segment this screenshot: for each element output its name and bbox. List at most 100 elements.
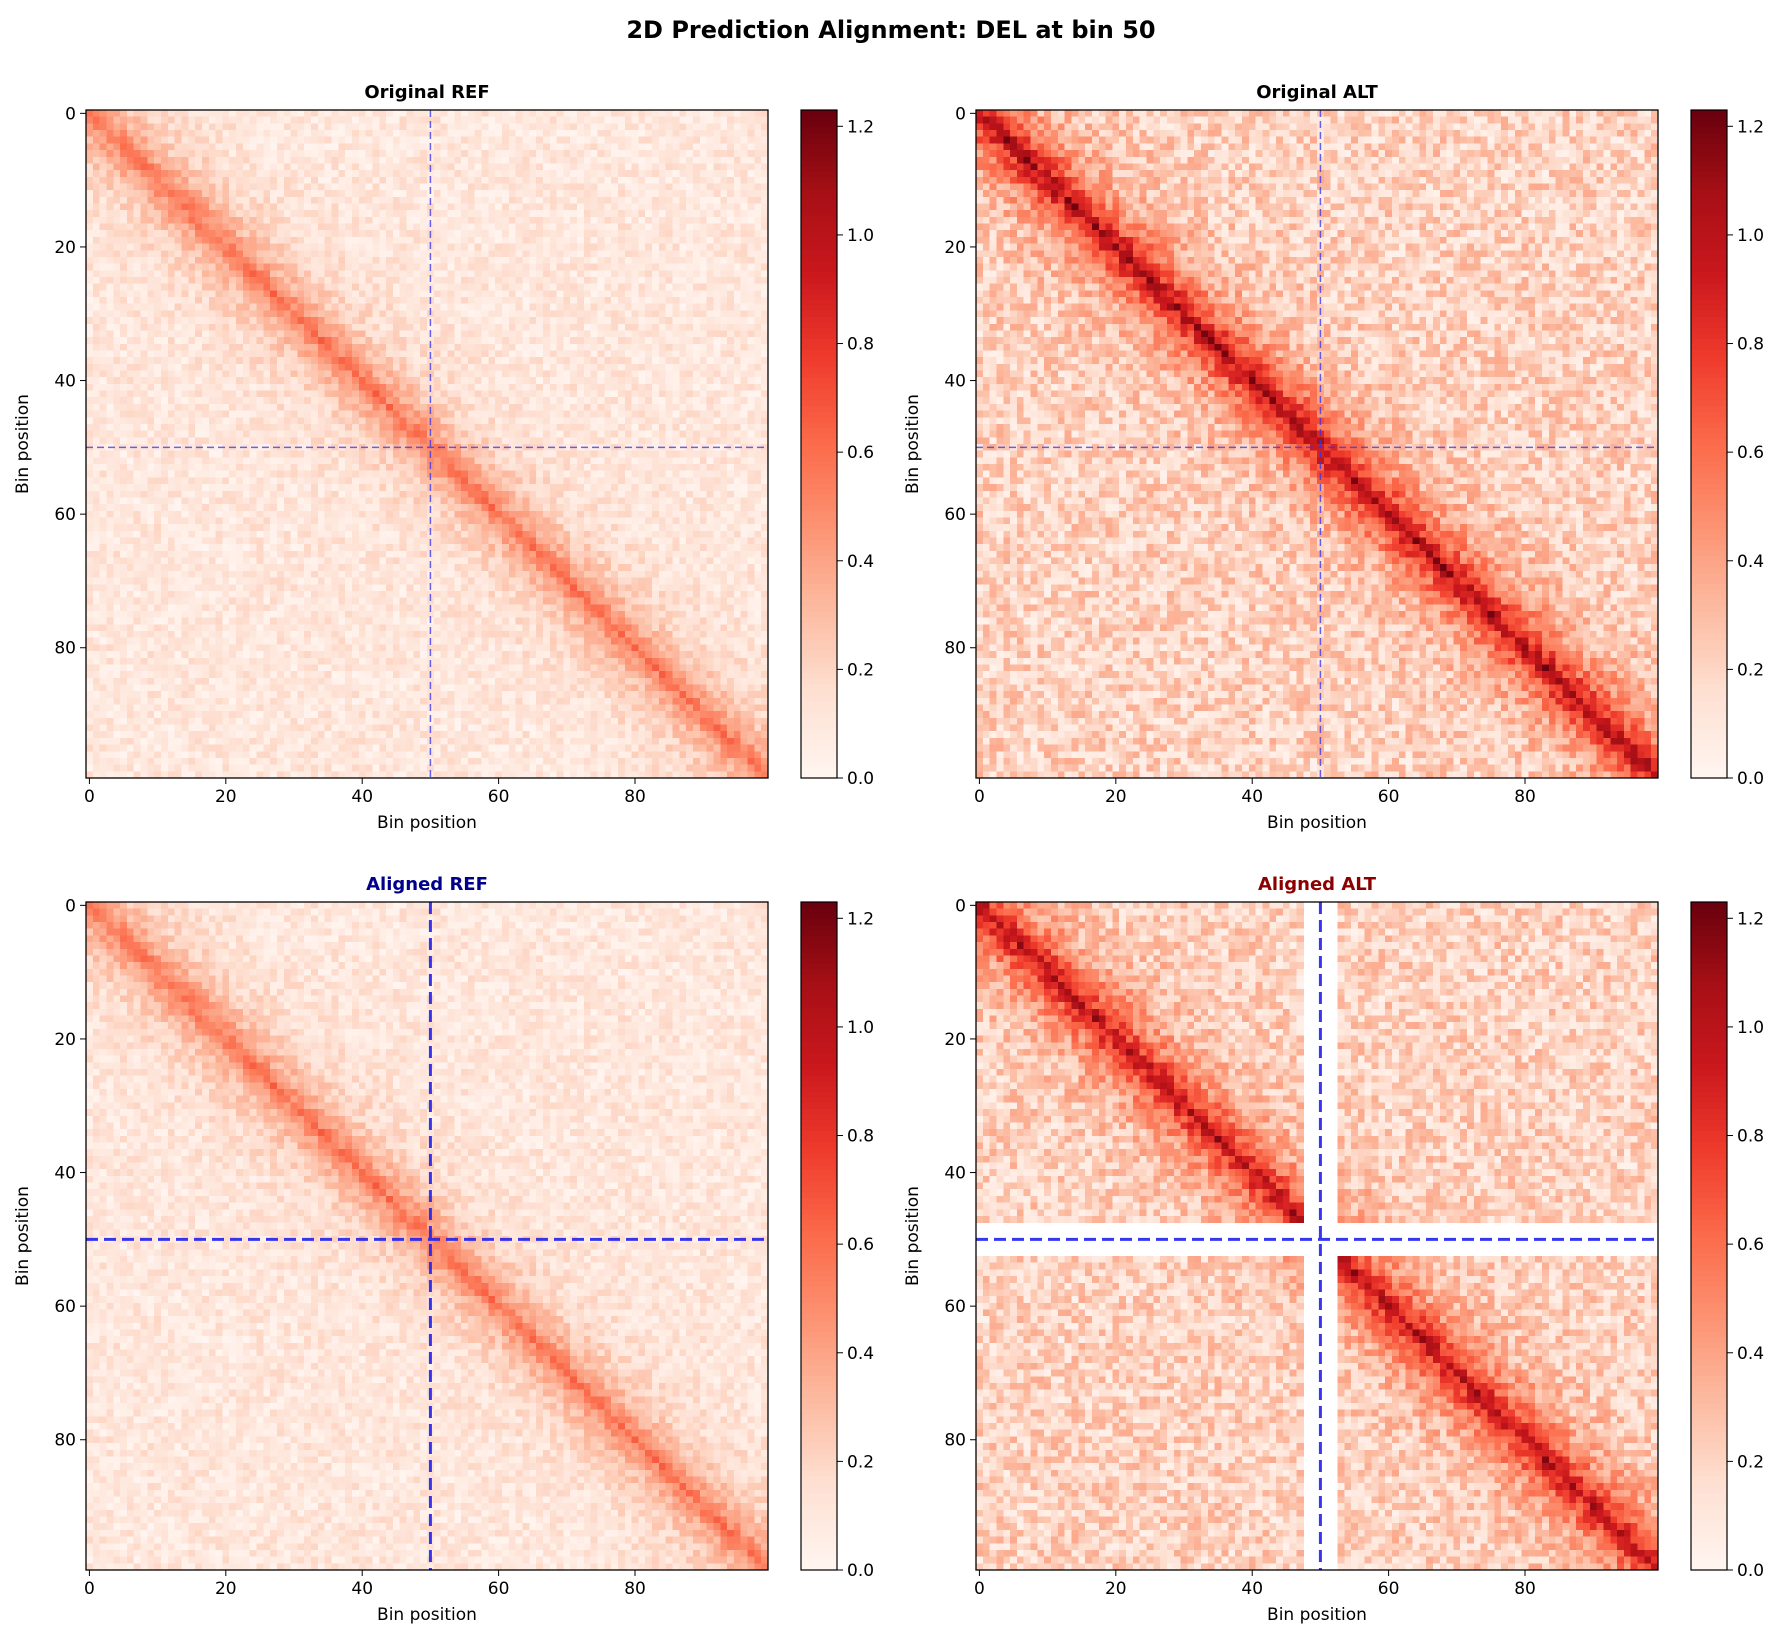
heatmap-cell xyxy=(290,156,299,165)
heatmap-cell xyxy=(536,350,544,358)
heatmap-cell xyxy=(611,176,619,185)
heatmap-cell xyxy=(481,297,489,305)
heatmap-cell xyxy=(590,183,599,191)
heatmap-cell xyxy=(120,156,128,165)
heatmap-cell xyxy=(665,216,674,225)
heatmap-cell xyxy=(713,163,721,171)
heatmap-cell xyxy=(679,110,687,118)
heatmap-cell xyxy=(692,423,701,432)
heatmap-cell xyxy=(181,363,189,372)
heatmap-cell xyxy=(263,230,271,238)
heatmap-cell xyxy=(379,223,387,231)
heatmap-cell xyxy=(692,136,701,144)
heatmap-cell xyxy=(256,370,264,378)
heatmap-cell xyxy=(747,377,755,385)
heatmap-cell xyxy=(529,150,537,158)
heatmap-cell xyxy=(92,363,101,372)
heatmap-cell xyxy=(208,283,217,291)
heatmap-cell xyxy=(242,203,251,211)
heatmap-cell xyxy=(86,256,94,265)
heatmap-cell xyxy=(427,303,435,311)
heatmap-cell xyxy=(351,270,360,278)
heatmap-cell xyxy=(447,210,455,218)
heatmap-cell xyxy=(413,323,421,332)
heatmap-cell xyxy=(304,230,312,238)
heatmap-cell xyxy=(140,383,148,392)
heatmap-cell xyxy=(399,256,408,265)
heatmap-cell xyxy=(706,317,715,325)
heatmap-cell xyxy=(317,176,326,185)
heatmap-cell xyxy=(317,170,326,178)
heatmap-cell xyxy=(740,323,749,332)
heatmap-cell xyxy=(126,370,135,378)
heatmap-cell xyxy=(440,110,449,118)
heatmap-cell xyxy=(624,357,633,365)
heatmap-cell xyxy=(747,277,755,285)
heatmap-cell xyxy=(740,350,749,358)
heatmap-cell xyxy=(515,290,524,298)
heatmap-cell xyxy=(590,370,599,378)
heatmap-cell xyxy=(358,303,367,311)
heatmap-cell xyxy=(92,370,101,378)
heatmap-cell xyxy=(99,283,108,291)
heatmap-cell xyxy=(747,156,755,165)
heatmap-cell xyxy=(488,123,496,131)
heatmap-cell xyxy=(529,317,537,325)
heatmap-cell xyxy=(679,423,687,432)
heatmap-cell xyxy=(413,403,421,412)
heatmap-cell xyxy=(413,303,421,311)
heatmap-cell xyxy=(92,123,101,131)
heatmap-cell xyxy=(126,337,135,345)
heatmap-cell xyxy=(113,303,121,311)
heatmap-cell xyxy=(529,310,537,318)
heatmap-cell xyxy=(481,270,489,278)
heatmap-cell xyxy=(652,437,660,445)
heatmap-cell xyxy=(167,297,176,305)
heatmap-cell xyxy=(488,176,496,185)
heatmap-cell xyxy=(399,230,408,238)
heatmap-cell xyxy=(133,256,142,265)
heatmap-cell xyxy=(433,297,442,305)
heatmap-cell xyxy=(529,143,537,151)
heatmap-cell xyxy=(713,370,721,378)
heatmap-cell xyxy=(283,110,292,118)
heatmap-cell xyxy=(242,317,251,325)
heatmap-cell xyxy=(713,350,721,358)
heatmap-cell xyxy=(488,283,496,291)
heatmap-cell xyxy=(263,330,271,338)
heatmap-cell xyxy=(379,230,387,238)
heatmap-cell xyxy=(761,430,769,438)
heatmap-cell xyxy=(515,430,524,438)
heatmap-cell xyxy=(679,210,687,218)
heatmap-cell xyxy=(577,210,585,218)
heatmap-cell xyxy=(372,390,380,398)
heatmap-cell xyxy=(249,283,258,291)
heatmap-cell xyxy=(249,303,258,311)
heatmap-cell xyxy=(454,437,462,445)
heatmap-cell xyxy=(208,397,217,405)
heatmap-cell xyxy=(324,357,333,365)
heatmap-cell xyxy=(515,343,524,352)
heatmap-cell xyxy=(256,143,264,151)
heatmap-cell xyxy=(611,383,619,392)
heatmap-cell xyxy=(440,410,449,418)
heatmap-cell xyxy=(467,370,476,378)
heatmap-cell xyxy=(727,263,735,271)
heatmap-cell xyxy=(508,163,517,171)
heatmap-cell xyxy=(133,250,142,258)
heatmap-cell xyxy=(413,136,421,144)
heatmap-cell xyxy=(372,270,380,278)
heatmap-cell xyxy=(522,357,530,365)
heatmap-cell xyxy=(604,290,612,298)
heatmap-cell xyxy=(508,223,517,231)
heatmap-cell xyxy=(604,250,612,258)
heatmap-cell xyxy=(201,323,210,332)
heatmap-cell xyxy=(515,383,524,392)
heatmap-cell xyxy=(740,403,749,412)
heatmap-cell xyxy=(304,390,312,398)
heatmap-cell xyxy=(351,363,360,372)
heatmap-cell xyxy=(420,390,428,398)
heatmap-cell xyxy=(113,417,121,425)
heatmap-cell xyxy=(488,170,496,178)
heatmap-cell xyxy=(236,310,244,318)
